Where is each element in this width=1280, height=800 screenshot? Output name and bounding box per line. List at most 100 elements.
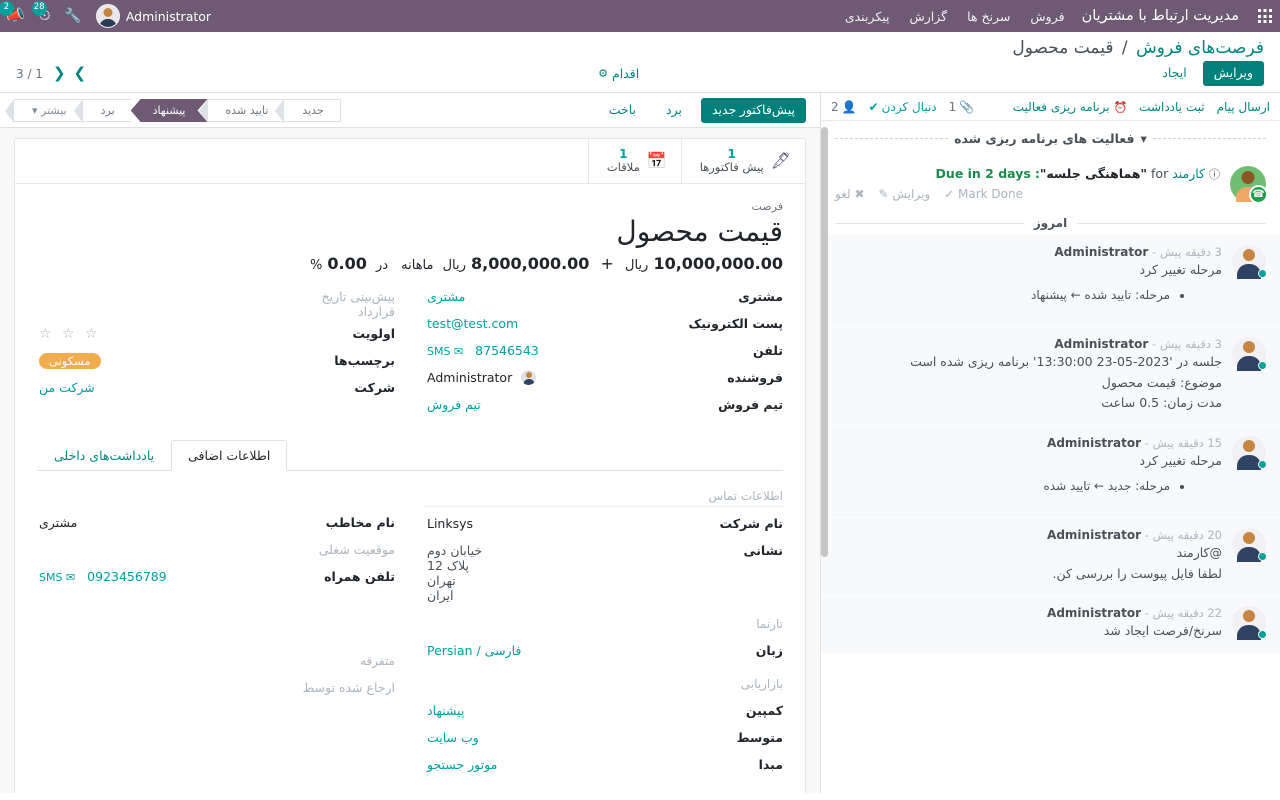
field-value-contact-name[interactable]: مشتری bbox=[39, 514, 78, 530]
send-message-button[interactable]: ارسال پیام bbox=[1216, 100, 1270, 114]
menu-item-configuration[interactable]: پیکربندی bbox=[844, 8, 890, 24]
chevron-right-icon[interactable]: ❯ bbox=[52, 64, 66, 82]
tag-pill: مسکونی bbox=[39, 352, 101, 369]
message-body: مرحله تغییر کرد bbox=[1139, 453, 1222, 468]
menu-item-leads[interactable]: سرنخ ها bbox=[967, 8, 1011, 24]
stage-won[interactable]: برد bbox=[82, 99, 131, 122]
activity-edit-button[interactable]: ویرایش ✎ bbox=[878, 187, 931, 201]
pager: 3 / 1 ❯ ❮ bbox=[16, 66, 86, 81]
message-author: Administrator bbox=[1047, 527, 1141, 542]
section-title-misc: متفرقه bbox=[360, 653, 395, 668]
wrench-icon[interactable]: 🔧 bbox=[64, 8, 82, 24]
follow-button[interactable]: ✔ دنبال کردن bbox=[869, 100, 937, 114]
field-value-email[interactable]: test@test.com bbox=[427, 315, 519, 331]
attachments-counter[interactable]: 1 📎 bbox=[949, 100, 975, 114]
breadcrumb-parent[interactable]: فرصت‌های فروش bbox=[1136, 38, 1264, 58]
address-street: خیابان دوم bbox=[427, 542, 483, 558]
action-menu[interactable]: اقدام ⚙ bbox=[598, 66, 639, 81]
message-mention[interactable]: @کارمند bbox=[1176, 544, 1222, 560]
field-label-referred-by: ارجاع شده توسط bbox=[302, 679, 395, 695]
field-value-company-name[interactable]: Linksys bbox=[427, 515, 474, 531]
sms-link-mobile[interactable]: SMS ✉ bbox=[39, 570, 76, 584]
extra-info-column-right: اطلاعات تماس نام شرکت Linksys نشانی خیاب… bbox=[425, 489, 783, 784]
field-value-sales-team[interactable]: تیم فروش bbox=[427, 396, 481, 412]
form-sheet: 🖋 1 پیش فاکتورها 📅 1 ملاقات bbox=[14, 138, 806, 793]
field-value-language[interactable]: فارسی / Persian bbox=[427, 642, 522, 658]
stage-proposition[interactable]: پیشنهاد bbox=[131, 99, 208, 122]
activity-cancel-button[interactable]: ✖ لغو bbox=[835, 187, 865, 201]
field-value-phone[interactable]: SMS ✉ 87546543 bbox=[425, 343, 673, 358]
stat-button-quotations[interactable]: 🖋 1 پیش فاکتورها bbox=[680, 139, 805, 183]
message-content: 3 دقیقه پیش - Administrator جلسه در '202… bbox=[835, 337, 1222, 413]
stat-button-meetings[interactable]: 📅 1 ملاقات bbox=[587, 139, 681, 183]
field-value-customer[interactable]: مشتری bbox=[427, 288, 466, 304]
field-value-campaign[interactable]: پیشنهاد bbox=[427, 702, 465, 718]
stage-statusbar: جدید تایید شده پیشنهاد برد بیشتر ▾ bbox=[14, 99, 341, 122]
navbar-menu: فروش سرنخ ها گزارش پیکربندی bbox=[845, 9, 1065, 24]
menu-item-sales[interactable]: فروش bbox=[1030, 8, 1065, 24]
field-customer: مشتری مشتری bbox=[425, 289, 783, 309]
field-company-name: نام شرکت Linksys bbox=[425, 516, 783, 536]
mark-lost-button[interactable]: باخت bbox=[598, 98, 647, 123]
field-label-salesperson: فروشنده bbox=[727, 369, 783, 385]
pager-arrows: ❯ ❮ bbox=[53, 66, 86, 81]
mark-won-button[interactable]: برد bbox=[655, 98, 693, 123]
edit-button[interactable]: ویرایش bbox=[1202, 61, 1264, 86]
quotations-label: پیش فاکتورها bbox=[699, 160, 764, 175]
mark-done-button[interactable]: Mark Done ✓ bbox=[944, 187, 1023, 201]
avatar bbox=[1232, 606, 1267, 641]
message-duration-line: مدت زمان: 0.5 ساعت bbox=[1101, 395, 1222, 411]
message-body: مرحله تغییر کرد bbox=[1139, 262, 1222, 277]
message-header: 15 دقیقه پیش - Administrator bbox=[1047, 436, 1222, 450]
stage-more-dropdown[interactable]: بیشتر ▾ bbox=[14, 99, 83, 122]
field-value-medium[interactable]: وب سایت bbox=[427, 729, 479, 745]
log-note-button[interactable]: ثبت یادداشت bbox=[1139, 100, 1205, 114]
field-value-address[interactable]: خیابان دوم پلاک 12 تهران ایران bbox=[425, 543, 673, 603]
priority-stars[interactable]: ☆ ☆ ☆ bbox=[39, 325, 101, 342]
followers-count: 2 bbox=[831, 100, 839, 114]
messages-menu[interactable]: 📣 2 bbox=[0, 1, 25, 24]
chatter-scrollbar[interactable] bbox=[821, 127, 828, 687]
message-date: 3 دقیقه پیش bbox=[1159, 245, 1222, 259]
user-menu[interactable]: Administrator bbox=[95, 4, 211, 28]
info-icon[interactable]: ⓘ bbox=[1209, 168, 1220, 181]
sms-label: SMS bbox=[39, 570, 63, 584]
chatter-meta-group: 2 👤 ✔ دنبال کردن 1 📎 bbox=[831, 100, 974, 114]
followers-counter[interactable]: 2 👤 bbox=[831, 100, 857, 114]
field-value-mobile[interactable]: SMS ✉ 0923456789 bbox=[37, 569, 285, 584]
field-company: شرکت شرکت من bbox=[37, 380, 395, 400]
activities-menu[interactable]: ⏲ 28 bbox=[31, 1, 50, 24]
tab-internal-notes[interactable]: یادداشت‌های داخلی bbox=[54, 447, 155, 463]
field-label-mobile: تلفن همراه bbox=[324, 568, 395, 584]
chevron-left-icon[interactable]: ❮ bbox=[73, 64, 87, 82]
field-value-source[interactable]: موتور جستجو bbox=[427, 756, 498, 772]
notebook: اطلاعات اضافی یادداشت‌های داخلی اطلاعات … bbox=[15, 439, 805, 784]
schedule-activity-button[interactable]: ⏰ برنامه ریزی فعالیت bbox=[1013, 100, 1127, 114]
sms-link-phone[interactable]: SMS ✉ bbox=[427, 344, 464, 358]
field-value-salesperson[interactable]: Administrator bbox=[425, 369, 673, 385]
calendar-icon: 📅 bbox=[646, 151, 667, 171]
statusbar-buttons: پیش‌فاکتور جدید برد باخت bbox=[598, 98, 806, 123]
apps-grid-icon[interactable] bbox=[1258, 9, 1272, 23]
field-label-email: پست الکترونیک bbox=[688, 315, 784, 331]
stage-qualified[interactable]: تایید شده bbox=[207, 99, 285, 122]
control-panel-actions-row: ویرایش ایجاد اقدام ⚙ 3 / 1 ❯ ❮ bbox=[16, 58, 1264, 92]
menu-item-reporting[interactable]: گزارش bbox=[909, 8, 948, 24]
follow-label: دنبال کردن bbox=[881, 100, 937, 114]
today-divider: امروز bbox=[821, 212, 1280, 234]
activity-details: ⓘ کارمند for "هماهنگی جلسه": Due in 2 da… bbox=[835, 166, 1220, 201]
paperclip-icon: 📎 bbox=[959, 100, 975, 114]
stage-new[interactable]: جدید bbox=[284, 99, 341, 122]
new-quotation-button[interactable]: پیش‌فاکتور جدید bbox=[701, 98, 806, 123]
tab-extra-info[interactable]: اطلاعات اضافی bbox=[171, 439, 288, 471]
scheduled-activities-section: ▾ فعالیت های برنامه ریزی شده bbox=[821, 121, 1280, 152]
field-value-tags[interactable]: مسکونی bbox=[37, 352, 285, 369]
app-brand-label[interactable]: مدیریت ارتباط با مشتریان bbox=[1081, 8, 1239, 24]
create-button[interactable]: ایجاد bbox=[1151, 61, 1197, 86]
section-spacer-left bbox=[37, 489, 395, 506]
at-label: در bbox=[375, 257, 389, 273]
scheduled-activities-header[interactable]: ▾ فعالیت های برنامه ریزی شده bbox=[834, 131, 1266, 146]
section-title-website: تارنما bbox=[756, 616, 783, 631]
field-value-company[interactable]: شرکت من bbox=[39, 379, 95, 395]
field-sales-team: تیم فروش تیم فروش bbox=[425, 397, 783, 417]
